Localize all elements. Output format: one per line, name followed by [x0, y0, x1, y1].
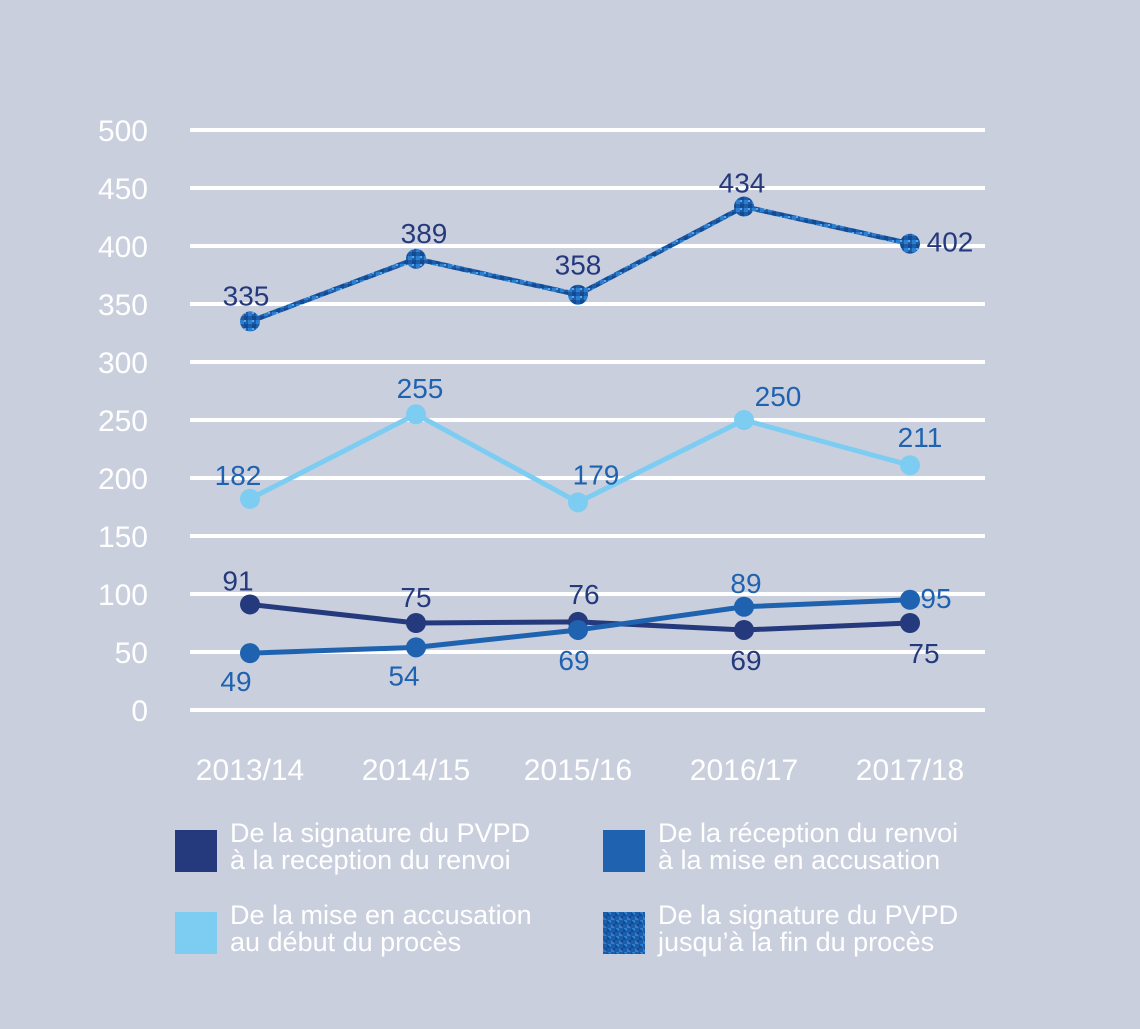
y-tick-label-350: 350 — [98, 289, 148, 322]
data-label-renvoi-accusation-0: 49 — [220, 666, 251, 697]
point-accusation-proces-4 — [900, 455, 920, 476]
data-label-signature-fin-0: 335 — [223, 280, 270, 311]
data-label-signature-renvoi-2: 76 — [568, 579, 599, 610]
point-accusation-proces-0 — [240, 488, 260, 509]
data-label-accusation-proces-4: 211 — [898, 422, 943, 453]
point-signature-fin-0 — [240, 311, 260, 332]
point-signature-renvoi-1 — [406, 613, 426, 633]
point-signature-fin-1 — [406, 248, 426, 269]
y-tick-label-200: 200 — [98, 463, 148, 496]
point-renvoi-accusation-1 — [406, 637, 426, 658]
legend-swatch-renvoi-accusation — [603, 830, 645, 872]
point-renvoi-accusation-3 — [734, 596, 754, 617]
data-label-renvoi-accusation-2: 69 — [558, 645, 589, 676]
legend-swatch-signature-fin — [603, 912, 645, 954]
point-accusation-proces-2 — [568, 492, 588, 513]
x-tick-label-2015-16: 2015/16 — [524, 754, 632, 787]
legend-item-accusation-proces: De la mise en accusation au début du pro… — [175, 902, 595, 966]
point-signature-renvoi-0 — [240, 594, 260, 615]
y-tick-label-100: 100 — [98, 579, 148, 612]
point-signature-renvoi-4 — [900, 613, 920, 633]
data-label-signature-renvoi-0: 91 — [222, 565, 253, 596]
legend-item-signature-renvoi: De la signature du PVPD à la reception d… — [175, 820, 595, 884]
y-tick-label-400: 400 — [98, 231, 148, 264]
data-label-accusation-proces-0: 182 — [215, 460, 262, 491]
y-tick-label-0: 0 — [131, 695, 148, 728]
legend-label-renvoi-accusation: De la réception du renvoi à la mise en a… — [658, 818, 959, 875]
legend-label-signature-fin: De la signature du PVPD jusqu’à la fin d… — [658, 900, 959, 957]
data-label-accusation-proces-3: 250 — [755, 381, 802, 412]
data-label-signature-renvoi-1: 75 — [400, 582, 431, 613]
data-label-renvoi-accusation-1: 54 — [388, 660, 419, 691]
point-signature-renvoi-3 — [734, 619, 754, 640]
data-label-signature-renvoi-4: 75 — [908, 638, 939, 669]
point-signature-fin-3 — [734, 196, 754, 217]
point-signature-fin-4 — [900, 233, 920, 254]
y-tick-label-150: 150 — [98, 521, 148, 554]
point-signature-fin-2 — [568, 284, 588, 305]
data-label-signature-fin-4: 402 — [927, 227, 974, 258]
y-tick-label-500: 500 — [98, 115, 148, 148]
legend-item-renvoi-accusation: De la réception du renvoi à la mise en a… — [603, 820, 1023, 884]
point-accusation-proces-1 — [406, 404, 426, 425]
x-tick-label-2017-18: 2017/18 — [856, 754, 964, 787]
data-label-renvoi-accusation-4: 95 — [920, 583, 951, 614]
point-renvoi-accusation-0 — [240, 643, 260, 664]
data-label-signature-renvoi-3: 69 — [730, 645, 761, 676]
legend-item-signature-fin: De la signature du PVPD jusqu’à la fin d… — [603, 902, 1023, 966]
legend-label-signature-renvoi: De la signature du PVPD à la reception d… — [230, 818, 531, 875]
data-label-accusation-proces-1: 255 — [397, 373, 444, 404]
x-tick-label-2016-17: 2016/17 — [690, 754, 798, 787]
y-tick-label-50: 50 — [115, 637, 148, 670]
data-label-signature-fin-3: 434 — [719, 168, 766, 199]
data-label-renvoi-accusation-3: 89 — [730, 568, 761, 599]
legend: De la signature du PVPD à la reception d… — [175, 820, 1015, 970]
point-renvoi-accusation-4 — [900, 589, 920, 610]
y-tick-label-250: 250 — [98, 405, 148, 438]
point-renvoi-accusation-2 — [568, 619, 588, 640]
y-tick-label-300: 300 — [98, 347, 148, 380]
x-tick-label-2014-15: 2014/15 — [362, 754, 470, 787]
legend-label-accusation-proces: De la mise en accusation au début du pro… — [230, 900, 532, 957]
data-label-signature-fin-1: 389 — [401, 218, 448, 249]
y-tick-label-450: 450 — [98, 173, 148, 206]
data-label-accusation-proces-2: 179 — [573, 459, 620, 490]
point-accusation-proces-3 — [734, 410, 754, 430]
legend-swatch-signature-renvoi — [175, 830, 217, 872]
legend-swatch-accusation-proces — [175, 912, 217, 954]
x-tick-label-2013-14: 2013/14 — [196, 754, 304, 787]
data-label-signature-fin-2: 358 — [555, 250, 602, 281]
